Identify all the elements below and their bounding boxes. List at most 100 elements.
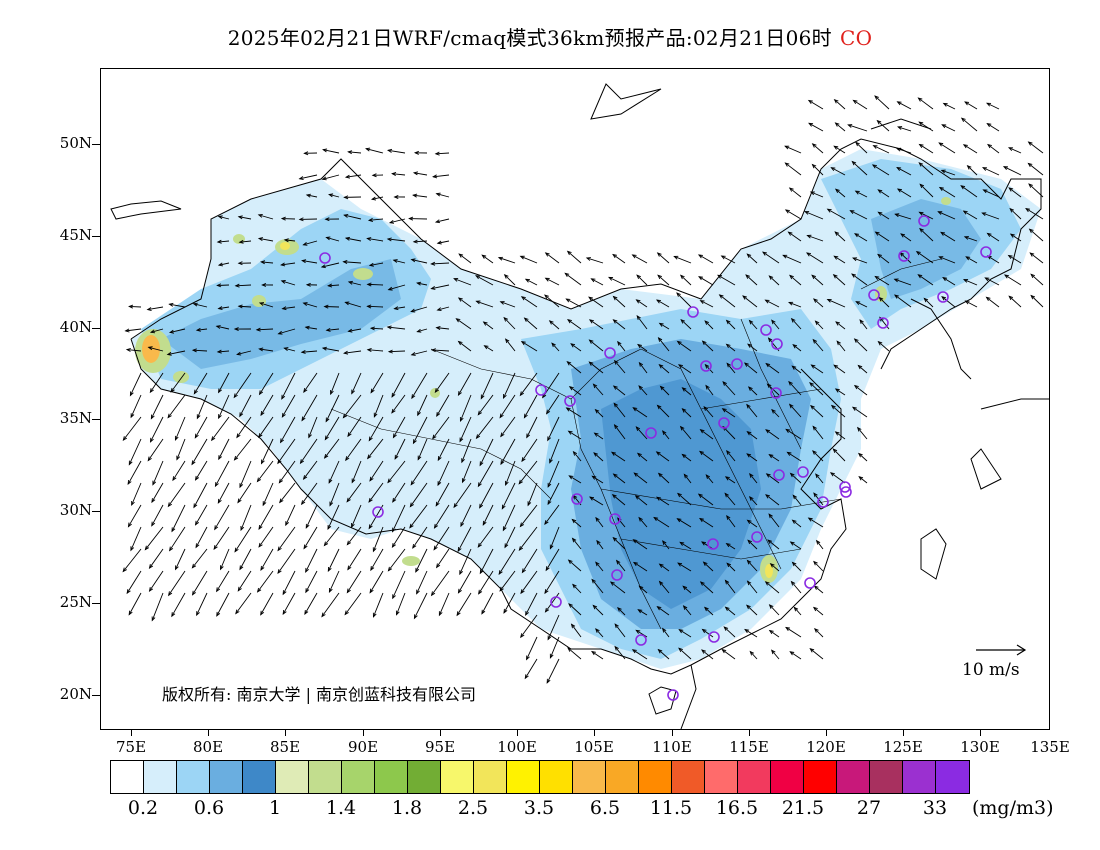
wind-arrow-head <box>126 589 131 595</box>
species-label: CO <box>839 26 873 50</box>
wind-arrow <box>456 318 472 330</box>
wind-arrow-head <box>346 497 351 503</box>
wind-arrow <box>854 233 868 242</box>
wind-arrow-head <box>631 254 637 259</box>
wind-arrow <box>236 416 252 438</box>
wind-arrow-head <box>698 517 704 523</box>
wind-arrow-head <box>813 492 818 498</box>
lat-tick <box>92 603 100 604</box>
lon-label-100e: 100E <box>497 738 537 756</box>
wind-arrow <box>791 318 802 330</box>
wind-arrow-head <box>701 649 706 654</box>
wind-arrow <box>216 570 230 592</box>
wind-arrow <box>811 274 824 286</box>
legend-swatch <box>672 761 705 793</box>
wind-arrow-head <box>216 587 221 593</box>
wind-arrow <box>835 321 846 330</box>
wind-arrow-head <box>748 319 754 325</box>
wind-arrow <box>216 325 230 330</box>
wind-arrow <box>572 519 582 528</box>
legend-label: 0.2 <box>127 797 159 819</box>
wind-arrow <box>567 647 582 660</box>
site-marker <box>771 338 783 350</box>
wind-arrow-head <box>1027 141 1033 146</box>
wind-arrow <box>658 337 670 352</box>
wind-arrow <box>411 372 428 399</box>
wind-arrow-head <box>570 623 576 629</box>
wind-arrow-head <box>477 542 482 548</box>
wind-arrow <box>344 214 362 220</box>
wind-arrow <box>788 381 802 396</box>
wind-arrow <box>432 349 450 352</box>
wind-arrow-head <box>854 233 860 238</box>
wind-arrow <box>783 254 802 264</box>
wind-arrow <box>762 251 780 264</box>
reference-vector-arrow <box>976 644 1027 656</box>
wind-arrow-head <box>636 315 641 320</box>
wind-arrow-head <box>681 408 687 413</box>
wind-arrow-head <box>151 498 156 504</box>
wind-arrow-head <box>717 274 723 279</box>
wind-arrow-head <box>518 546 524 551</box>
lon-tick <box>672 730 673 736</box>
wind-arrow <box>682 585 692 594</box>
wind-arrow <box>662 430 670 440</box>
wind-arrow <box>961 117 978 132</box>
wind-arrow <box>938 142 956 154</box>
wind-arrow-head <box>351 389 355 395</box>
wind-arrow-head <box>572 450 578 456</box>
wind-arrow-head <box>347 432 352 438</box>
wind-arrow <box>833 145 846 154</box>
wind-arrow <box>785 429 802 440</box>
wind-arrow-head <box>940 231 946 236</box>
wind-arrow <box>657 274 670 286</box>
wind-arrow <box>878 189 890 198</box>
wind-arrow-head <box>592 383 598 389</box>
wind-arrow-head <box>519 522 525 528</box>
wind-arrow <box>417 282 428 286</box>
wind-arrow-head <box>321 346 327 351</box>
wind-arrow-head <box>167 502 173 508</box>
wind-arrow <box>233 372 252 398</box>
wind-arrow-head <box>962 210 968 215</box>
wind-arrow <box>831 167 846 176</box>
wind-arrow-head <box>984 277 990 282</box>
wind-arrow <box>299 174 318 180</box>
wind-arrow-head <box>410 308 416 313</box>
wind-arrow <box>874 95 890 110</box>
wind-arrow <box>811 364 824 374</box>
wind-arrow <box>327 504 340 530</box>
wind-arrow-head <box>457 588 462 594</box>
wind-arrow <box>702 340 714 352</box>
wind-arrow <box>938 211 956 220</box>
wind-arrow <box>677 493 692 506</box>
wind-arrow-head <box>815 539 821 545</box>
wind-arrow <box>417 438 428 460</box>
wind-arrow-head <box>571 518 577 524</box>
wind-arrow-head <box>981 212 987 217</box>
wind-arrow <box>392 570 406 599</box>
legend-swatch <box>738 761 771 793</box>
wind-arrow <box>215 460 230 487</box>
wind-arrow-head <box>457 297 463 302</box>
wind-arrow-head <box>610 451 616 456</box>
wind-arrow <box>481 592 494 614</box>
wind-arrow <box>833 448 846 462</box>
wind-arrow <box>192 349 208 352</box>
wind-arrow <box>433 526 450 550</box>
wind-arrow-head <box>370 196 377 201</box>
site-marker <box>797 466 809 478</box>
wind-arrow-head <box>896 188 902 193</box>
wind-arrow-head <box>125 347 131 352</box>
wind-arrow-head <box>176 455 181 461</box>
wind-arrow-head <box>238 239 244 244</box>
wind-arrow-head <box>745 274 750 279</box>
wind-arrow-head <box>366 454 372 460</box>
lon-tick <box>749 730 750 736</box>
wind-arrow-head <box>679 274 685 280</box>
wind-arrow-head <box>260 260 266 265</box>
wind-arrow-head <box>475 300 481 305</box>
wind-arrow <box>722 426 736 440</box>
wind-arrow-head <box>257 237 264 242</box>
wind-arrow-head <box>279 498 284 504</box>
